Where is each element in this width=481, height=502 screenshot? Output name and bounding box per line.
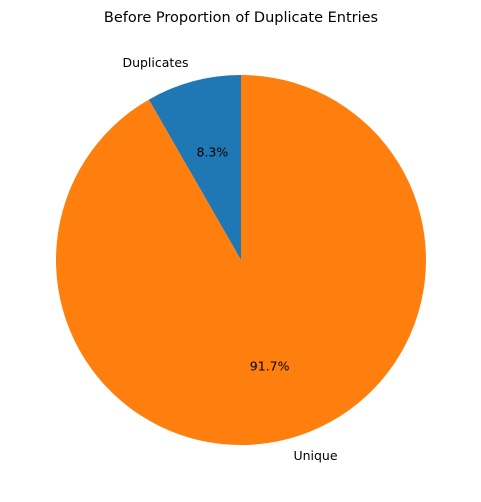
pie-labels: Duplicates 8.3% Unique 91.7% — [122, 55, 337, 463]
pie-slice-duplicates — [148, 75, 241, 260]
slice-percent-unique: 91.7% — [250, 359, 290, 374]
slice-label-unique: Unique — [293, 448, 337, 463]
slice-percent-duplicates: 8.3% — [197, 144, 229, 159]
pie-slice-unique — [56, 75, 426, 445]
chart-title: Before Proportion of Duplicate Entries — [104, 10, 378, 26]
slice-label-duplicates: Duplicates — [122, 55, 188, 70]
pie-slices — [56, 75, 426, 445]
